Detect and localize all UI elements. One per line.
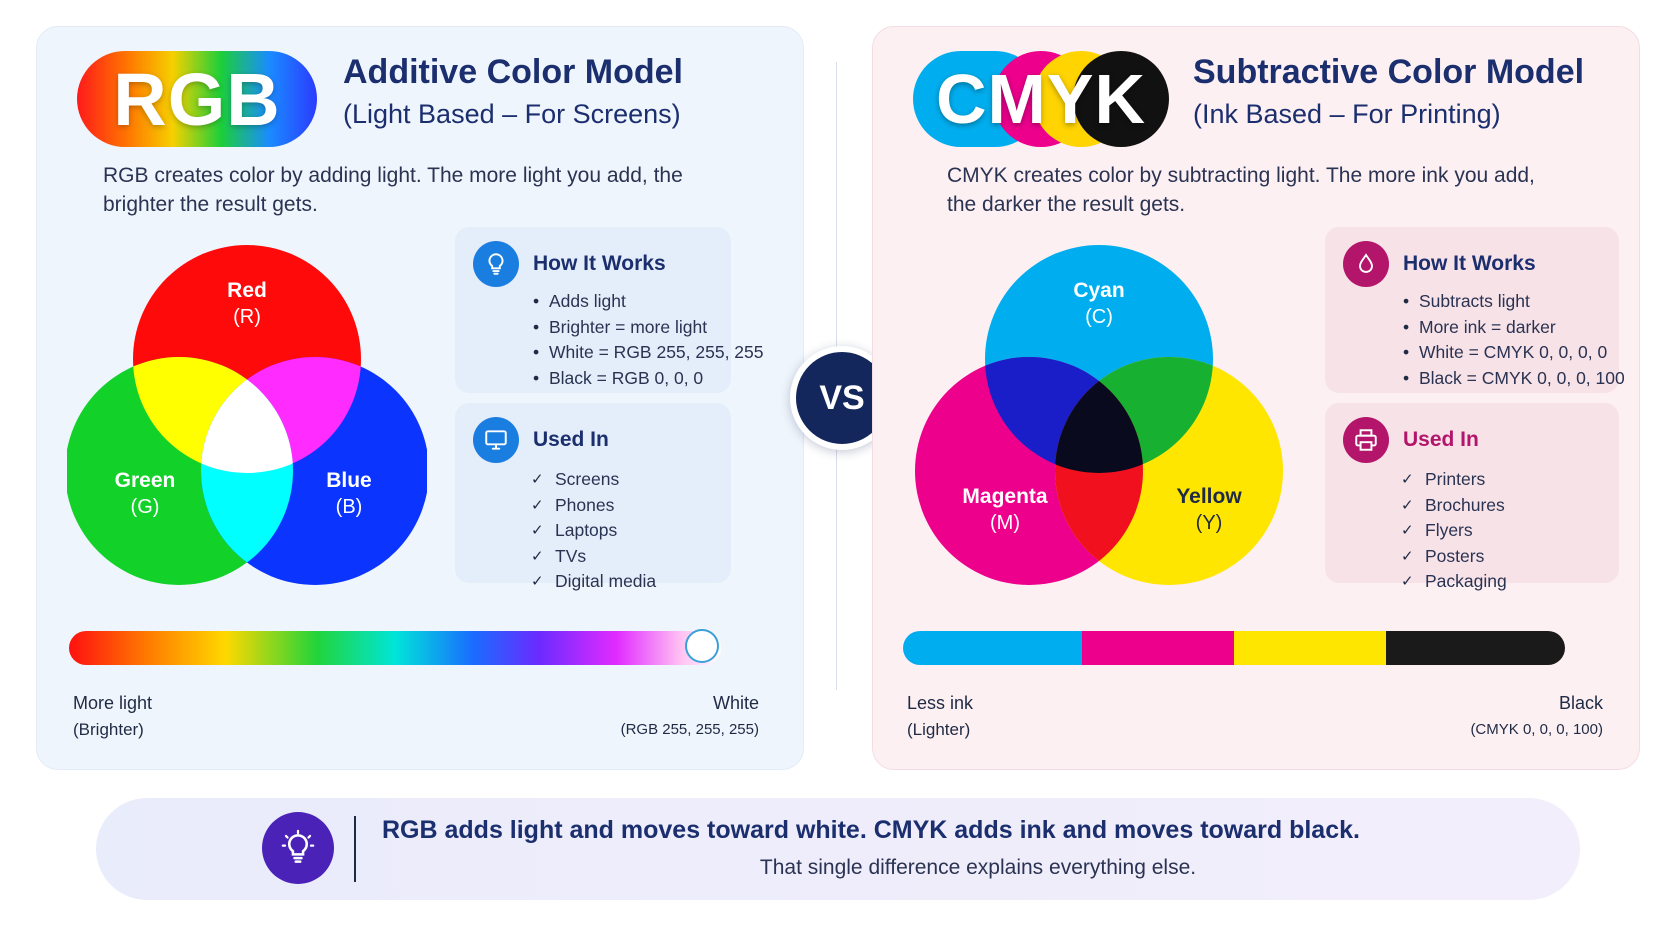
yellow-ink-segment (1233, 631, 1387, 665)
list-item: Laptops (531, 518, 713, 544)
cyan-label: Cyan (1073, 279, 1124, 302)
white-center (201, 357, 293, 473)
summary-headline: RGB adds light and moves toward white. C… (382, 816, 1360, 844)
cmyk-title: Subtractive Color Model (1193, 53, 1585, 91)
cmyk-used-title: Used In (1403, 428, 1479, 451)
blue-code: (B) (336, 496, 363, 518)
rgb-scale-left-sub: (Brighter) (73, 720, 144, 739)
blue-label: Blue (326, 469, 372, 492)
rgb-logo-text: RGB (113, 57, 281, 141)
cyan-ink-segment (903, 631, 1082, 665)
rgb-subtitle: (Light Based – For Screens) (343, 99, 681, 129)
magenta-code: (M) (990, 512, 1020, 534)
list-item: Phones (531, 493, 713, 519)
cmyk-description: CMYK creates color by subtracting light.… (947, 164, 1535, 216)
list-item: Black = RGB 0, 0, 0 (533, 366, 713, 392)
cmyk-panel: CMYK Subtractive Color Model (Ink Based … (872, 26, 1640, 770)
summary-subline: That single difference explains everythi… (759, 856, 1197, 879)
cmyk-scale-right-label: Black (1558, 693, 1603, 713)
cmyk-logo-text: CMYK (935, 60, 1147, 138)
cmyk-subtitle: (Ink Based – For Printing) (1193, 99, 1501, 129)
cmyk-how-it-works-card: How It Works Subtracts light More ink = … (1325, 227, 1625, 393)
printer-icon (1343, 417, 1389, 463)
list-item: White = CMYK 0, 0, 0, 0 (1403, 340, 1607, 366)
rgb-venn-diagram: Red (R) Green (G) Blue (B) (67, 245, 427, 585)
magenta-ink-segment (1081, 631, 1234, 665)
list-item: TVs (531, 544, 713, 570)
cmyk-venn-diagram: Cyan (C) Magenta (M) Yellow (Y) (915, 245, 1283, 585)
list-item: Screens (531, 467, 713, 493)
rgb-how-title: How It Works (533, 252, 666, 275)
list-item: More ink = darker (1403, 315, 1601, 341)
cmyk-ink-scale-bar (903, 631, 1565, 665)
vs-text: VS (819, 378, 865, 417)
rgb-scale-left-label: More light (73, 693, 153, 713)
black-logo-circle (1073, 51, 1169, 147)
cmyk-used-in-card: Used In Printers Brochures Flyers Poster… (1325, 403, 1619, 594)
lightbulb-icon (262, 812, 334, 884)
cmyk-scale-left-sub: (Lighter) (907, 720, 971, 739)
cmyk-how-title: How It Works (1403, 252, 1536, 275)
cmyk-scale-left-label: Less ink (907, 693, 974, 713)
cyan-code: (C) (1085, 306, 1113, 328)
rgb-panel: RGB Additive Color Model (Light Based – … (36, 26, 804, 770)
rgb-how-it-works-card: How It Works Adds light Brighter = more … (455, 227, 764, 393)
list-item: Printers (1401, 467, 1601, 493)
list-item: Adds light (533, 289, 713, 315)
list-item: Subtracts light (1403, 289, 1601, 315)
cmyk-logo: CMYK (913, 51, 1169, 147)
summary-banner: RGB adds light and moves toward white. C… (96, 798, 1580, 900)
black-ink-segment (1386, 631, 1565, 665)
banner-divider (354, 816, 356, 882)
red-label: Red (227, 279, 267, 302)
magenta-label: Magenta (962, 485, 1048, 508)
list-item: Black = CMYK 0, 0, 0, 100 (1403, 366, 1625, 392)
rgb-used-title: Used In (533, 428, 609, 451)
yellow-label: Yellow (1176, 485, 1242, 508)
black-center (1055, 357, 1143, 473)
green-code: (G) (131, 496, 160, 518)
rgb-scale-right-sub: (RGB 255, 255, 255) (620, 721, 759, 738)
rgb-light-scale-bar (69, 631, 721, 665)
lightbulb-icon (473, 241, 519, 287)
monitor-icon (473, 417, 519, 463)
list-item: Digital media (531, 569, 713, 595)
red-code: (R) (233, 306, 261, 328)
rgb-description: RGB creates color by adding light. The m… (103, 164, 683, 216)
yellow-code: (Y) (1196, 512, 1223, 534)
rgb-used-in-card: Used In Screens Phones Laptops TVs Digit… (455, 403, 731, 594)
list-item: Brochures (1401, 493, 1601, 519)
list-item: Flyers (1401, 518, 1601, 544)
rgb-logo: RGB (77, 51, 317, 147)
list-item: White = RGB 255, 255, 255 (533, 340, 764, 366)
cmyk-scale-right-sub: (CMYK 0, 0, 0, 100) (1470, 721, 1603, 738)
rgb-title: Additive Color Model (343, 53, 683, 91)
list-item: Posters (1401, 544, 1601, 570)
green-label: Green (115, 469, 176, 492)
list-item: Brighter = more light (533, 315, 713, 341)
rgb-scale-right-label: White (712, 693, 759, 713)
list-item: Packaging (1401, 569, 1601, 595)
ink-drop-icon (1343, 241, 1389, 287)
white-endpoint-knob (685, 629, 719, 663)
